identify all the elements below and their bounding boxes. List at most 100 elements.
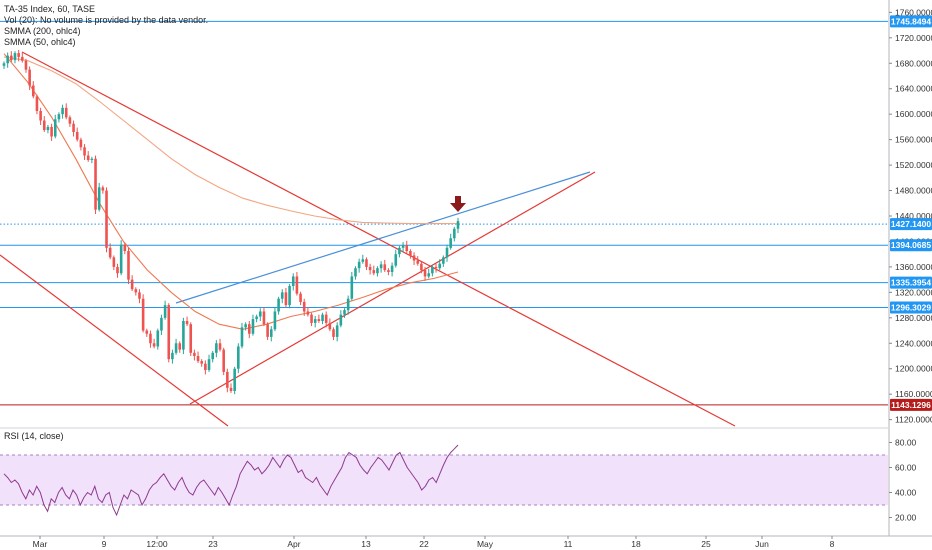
candle-body [61,107,64,115]
candle-body [350,276,354,299]
x-tick-label: 11 [564,539,573,549]
smma-200-line [3,56,458,225]
candle-body [90,158,94,160]
candle-body [313,319,317,323]
candle-body [57,114,61,120]
candle-body [46,126,50,131]
candle-body [387,270,390,272]
candle-body [218,343,222,350]
candle-body [390,265,394,272]
smma-lines [3,53,459,330]
price-level-badge [890,301,932,314]
candle-body [412,255,416,261]
horizontal-levels[interactable] [0,20,888,406]
candle-body [365,259,368,267]
candle-body [299,293,302,302]
candle-body [255,316,258,320]
y-tick-label: 1720.0000 [895,33,932,43]
candle-body [160,317,163,331]
candle-body [434,266,438,269]
candle-body [251,319,255,334]
candle-body [284,292,288,306]
candle-body [185,321,189,325]
trend-line-red [0,254,229,427]
candle-body [361,259,365,262]
trend-lines[interactable] [0,51,736,427]
candle-body [233,368,236,391]
y-tick-label: 1200.0000 [895,364,932,374]
price-level-label: 1745.8494 [891,16,931,26]
x-tick-label: 22 [419,539,429,549]
candle-body [409,251,412,256]
y-tick-label: 1320.0000 [895,287,932,297]
x-tick-label: Mar [33,539,48,549]
candle-body [178,343,182,350]
x-tick-label: 13 [361,539,371,549]
candle-body [291,276,295,286]
candle-body [152,343,156,347]
candle-body [174,343,178,353]
candle-body [405,245,409,251]
candle-body [17,53,20,57]
candle-body [182,321,185,350]
chart-legend: TA-35 Index, 60, TASE Vol (20): No volum… [4,4,208,48]
candle-body [306,311,310,315]
candle-body [302,301,306,312]
candle-body [211,352,214,360]
candle-body [167,305,171,360]
price-level-badge [890,239,932,252]
y-tick-label: 1680.0000 [895,58,932,68]
candle-body [21,56,24,61]
candle-body [64,107,68,118]
rsi-tick-label: 60.00 [895,463,917,473]
candle-body [456,221,460,229]
candle-body [262,311,266,325]
candle-body [10,55,13,61]
candle-body [354,268,357,277]
candle-body [427,273,431,277]
candle-body [97,187,101,210]
candle-body [207,359,211,370]
candle-body [328,322,332,330]
candle-body [295,276,299,294]
y-tick-label: 1440.0000 [895,211,932,221]
candle-body [357,261,361,269]
candle-body [324,314,328,323]
candle-body [398,247,401,255]
y-tick-label: 1280.0000 [895,313,932,323]
rsi-tick-label: 80.00 [895,438,917,448]
rsi-tick-label: 40.00 [895,488,917,498]
candle-body [171,352,174,360]
candle-body [215,343,218,353]
candle-body [226,371,229,388]
y-tick-label: 1480.0000 [895,186,932,196]
x-tick-label: 12:00 [146,539,168,549]
candle-body [35,96,39,111]
candle-body [343,310,346,315]
candle-body [149,333,152,344]
candle-body [244,324,247,328]
candle-body [339,314,343,326]
candle-body [401,245,405,248]
candle-body [145,330,149,334]
candle-body [394,254,398,266]
candle-body [222,349,225,372]
y-tick-label: 1240.0000 [895,338,932,348]
candle-body [258,311,262,317]
candle-body [240,327,244,347]
candle-body [72,123,75,132]
candle-body [277,298,280,312]
candle-body [372,270,376,274]
candles [2,49,460,395]
candle-body [42,120,46,131]
rsi-legend: RSI (14, close) [4,431,64,441]
y-tick-label: 1520.0000 [895,160,932,170]
x-tick-label: 9 [102,539,107,549]
candle-body [119,244,123,274]
candle-body [335,325,339,337]
trend-line-blue [175,171,591,304]
smma-50-line [3,53,459,330]
candle-body [50,126,53,137]
